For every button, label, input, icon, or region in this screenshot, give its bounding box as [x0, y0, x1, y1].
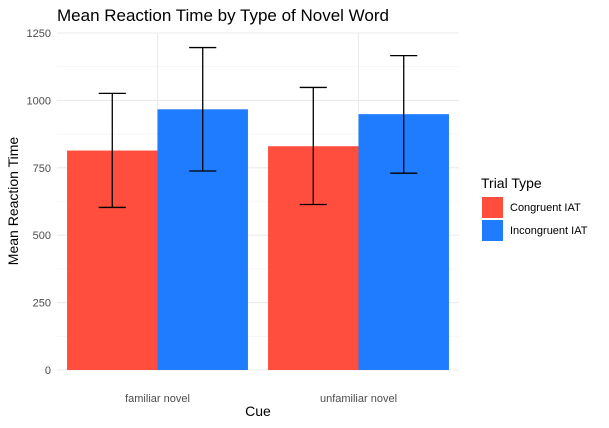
x-tick-label: unfamiliar novel — [320, 393, 397, 405]
y-tick-label: 500 — [33, 230, 51, 242]
legend: Trial Type Congruent IAT Incongruent IAT — [481, 175, 588, 241]
y-tick-label: 1000 — [27, 95, 51, 107]
y-tick-label: 250 — [33, 298, 51, 310]
y-axis-title: Mean Reaction Time — [5, 137, 21, 266]
y-axis-ticks: 0 250 500 750 1000 1250 — [27, 28, 51, 377]
x-tick-label: familiar novel — [125, 393, 190, 405]
chart-title: Mean Reaction Time by Type of Novel Word — [57, 6, 389, 25]
legend-label: Congruent IAT — [510, 202, 581, 214]
legend-title: Trial Type — [481, 175, 542, 191]
legend-key — [482, 220, 503, 241]
error-bars — [98, 46, 418, 209]
x-axis-title: Cue — [245, 403, 271, 419]
x-axis-ticks: familiar novel unfamiliar novel — [125, 393, 397, 405]
y-tick-label: 1250 — [27, 28, 51, 40]
bars — [67, 109, 449, 370]
y-tick-label: 0 — [45, 365, 51, 377]
legend-key — [482, 197, 503, 218]
y-tick-label: 750 — [33, 163, 51, 175]
legend-label: Incongruent IAT — [510, 225, 588, 237]
